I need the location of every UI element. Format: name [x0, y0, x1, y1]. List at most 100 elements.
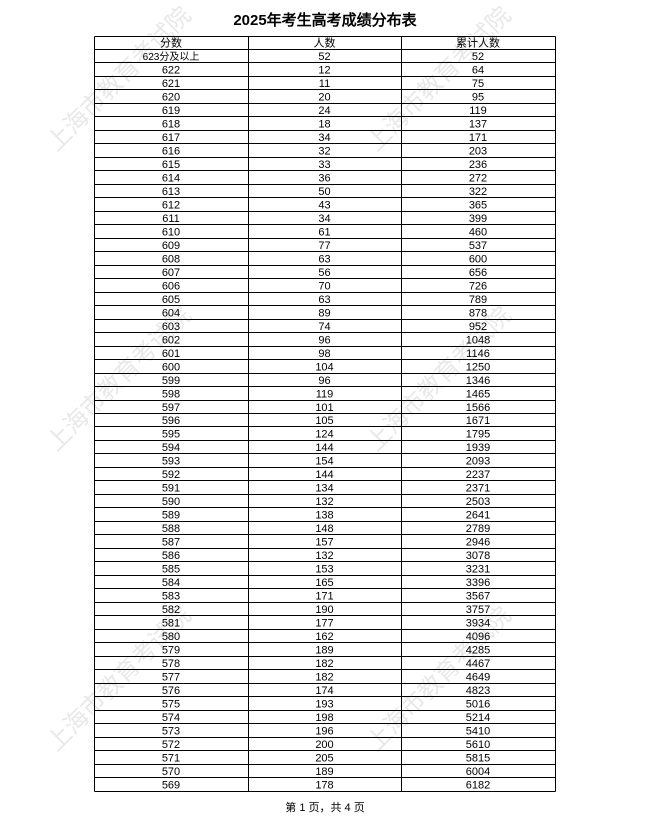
svg-text:96: 96: [318, 375, 330, 387]
svg-text:5214: 5214: [466, 712, 490, 724]
svg-text:2503: 2503: [466, 496, 490, 508]
svg-text:605: 605: [162, 294, 180, 306]
svg-text:人数: 人数: [314, 37, 336, 50]
svg-text:200: 200: [315, 739, 333, 751]
svg-text:3567: 3567: [466, 591, 490, 603]
svg-text:615: 615: [162, 159, 180, 171]
svg-text:171: 171: [469, 132, 487, 144]
svg-text:144: 144: [315, 442, 333, 454]
svg-text:2641: 2641: [466, 510, 490, 522]
svg-text:5410: 5410: [466, 725, 490, 737]
svg-text:190: 190: [315, 604, 333, 616]
svg-text:119: 119: [316, 388, 334, 400]
svg-text:579: 579: [162, 644, 180, 656]
svg-text:597: 597: [162, 402, 180, 414]
svg-text:574: 574: [162, 712, 180, 724]
svg-text:399: 399: [469, 213, 487, 225]
svg-text:3934: 3934: [466, 617, 490, 629]
svg-text:591: 591: [162, 483, 180, 495]
svg-text:789: 789: [469, 294, 487, 306]
svg-text:656: 656: [469, 267, 487, 279]
svg-text:598: 598: [162, 388, 180, 400]
svg-text:1465: 1465: [466, 388, 490, 400]
svg-text:182: 182: [315, 671, 333, 683]
svg-text:61: 61: [318, 226, 330, 238]
svg-text:124: 124: [315, 429, 333, 441]
svg-text:573: 573: [162, 725, 180, 737]
svg-text:601: 601: [162, 348, 180, 360]
svg-text:607: 607: [162, 267, 180, 279]
svg-text:1346: 1346: [466, 375, 490, 387]
svg-text:599: 599: [162, 375, 180, 387]
svg-text:1048: 1048: [466, 334, 490, 346]
svg-text:24: 24: [318, 105, 330, 117]
svg-text:189: 189: [315, 766, 333, 778]
svg-text:952: 952: [469, 321, 487, 333]
svg-text:104: 104: [315, 361, 333, 373]
svg-text:1795: 1795: [466, 429, 490, 441]
svg-text:2946: 2946: [466, 537, 490, 549]
svg-text:138: 138: [315, 510, 333, 522]
svg-text:623分及以上: 623分及以上: [143, 51, 200, 63]
svg-text:2025年考生高考成绩分布表: 2025年考生高考成绩分布表: [233, 11, 417, 29]
svg-text:1566: 1566: [466, 402, 490, 414]
svg-text:606: 606: [162, 280, 180, 292]
svg-text:171: 171: [315, 591, 333, 603]
svg-text:95: 95: [472, 92, 484, 104]
svg-text:132: 132: [315, 496, 333, 508]
svg-text:600: 600: [469, 253, 487, 265]
svg-text:20: 20: [318, 92, 330, 104]
svg-text:3078: 3078: [466, 550, 490, 562]
svg-text:613: 613: [162, 186, 180, 198]
svg-text:569: 569: [162, 779, 180, 791]
svg-text:608: 608: [162, 253, 180, 265]
svg-text:52: 52: [318, 51, 330, 63]
svg-text:1146: 1146: [466, 348, 490, 360]
svg-text:43: 43: [318, 200, 330, 212]
svg-text:576: 576: [162, 685, 180, 697]
svg-text:36: 36: [318, 173, 330, 185]
svg-text:2093: 2093: [466, 456, 490, 468]
svg-text:203: 203: [469, 146, 487, 158]
svg-text:63: 63: [318, 253, 330, 265]
svg-text:4823: 4823: [466, 685, 490, 697]
svg-text:595: 595: [162, 429, 180, 441]
svg-text:205: 205: [315, 752, 333, 764]
svg-text:621: 621: [162, 78, 180, 90]
svg-text:77: 77: [318, 240, 330, 252]
svg-text:74: 74: [318, 321, 330, 333]
svg-text:4467: 4467: [466, 658, 490, 670]
svg-text:578: 578: [162, 658, 180, 670]
svg-text:322: 322: [469, 186, 487, 198]
svg-text:878: 878: [469, 307, 487, 319]
svg-text:101: 101: [315, 402, 333, 414]
svg-text:75: 75: [472, 78, 484, 90]
svg-text:581: 581: [162, 617, 180, 629]
svg-text:580: 580: [162, 631, 180, 643]
svg-text:154: 154: [315, 456, 333, 468]
svg-text:52: 52: [472, 51, 484, 63]
svg-text:5815: 5815: [466, 752, 490, 764]
svg-text:137: 137: [469, 119, 487, 131]
svg-text:726: 726: [469, 280, 487, 292]
svg-text:182: 182: [315, 658, 333, 670]
svg-text:614: 614: [162, 173, 180, 185]
svg-text:602: 602: [162, 334, 180, 346]
svg-text:6182: 6182: [466, 779, 490, 791]
svg-text:4285: 4285: [466, 644, 490, 656]
svg-text:583: 583: [162, 591, 180, 603]
svg-text:600: 600: [162, 361, 180, 373]
svg-text:236: 236: [469, 159, 487, 171]
svg-text:12: 12: [318, 65, 330, 77]
svg-text:586: 586: [162, 550, 180, 562]
svg-text:193: 193: [315, 698, 333, 710]
svg-text:272: 272: [469, 173, 487, 185]
svg-text:5016: 5016: [466, 698, 490, 710]
svg-text:609: 609: [162, 240, 180, 252]
svg-text:累计人数: 累计人数: [456, 37, 500, 50]
svg-text:3757: 3757: [466, 604, 490, 616]
svg-text:134: 134: [315, 483, 333, 495]
svg-text:32: 32: [318, 146, 330, 158]
svg-text:610: 610: [162, 226, 180, 238]
svg-text:148: 148: [315, 523, 333, 535]
